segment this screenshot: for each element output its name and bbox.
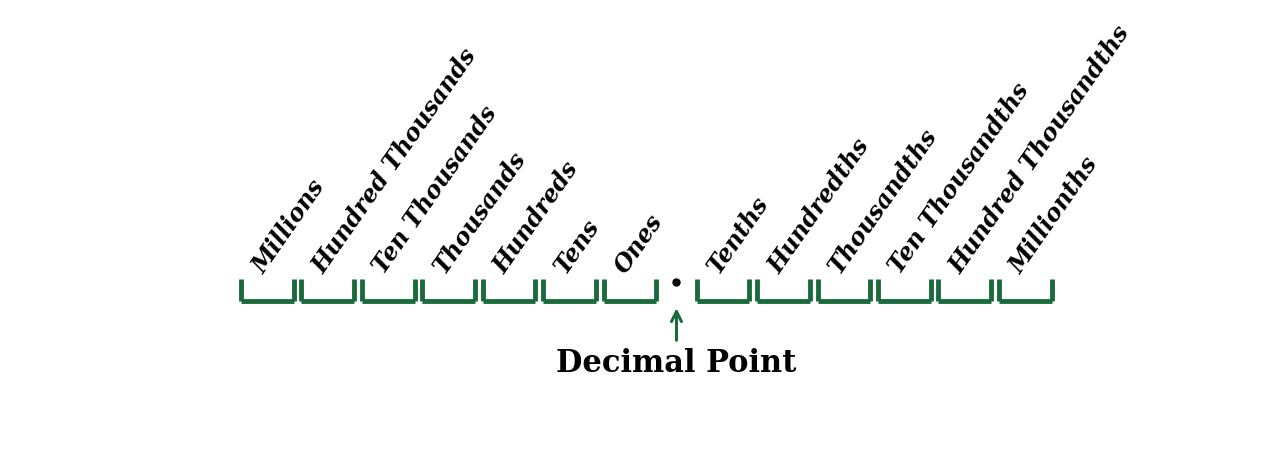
Text: Tens: Tens xyxy=(550,214,604,278)
Text: Hundreds: Hundreds xyxy=(489,157,584,278)
Text: Hundredths: Hundredths xyxy=(764,134,874,278)
Text: Thousands: Thousands xyxy=(429,147,531,278)
Text: Millionths: Millionths xyxy=(1005,152,1103,278)
Text: Ten Thousands: Ten Thousands xyxy=(368,101,502,278)
Text: Hundred Thousands: Hundred Thousands xyxy=(308,44,482,278)
Text: Hundred Thousandths: Hundred Thousandths xyxy=(946,21,1135,278)
Text: Tenths: Tenths xyxy=(704,192,773,278)
Text: Ten Thousandths: Ten Thousandths xyxy=(885,78,1034,278)
Text: Millions: Millions xyxy=(247,175,329,278)
Text: Ones: Ones xyxy=(610,210,668,278)
Text: Thousandths: Thousandths xyxy=(825,124,942,278)
Text: Decimal Point: Decimal Point xyxy=(556,348,797,379)
